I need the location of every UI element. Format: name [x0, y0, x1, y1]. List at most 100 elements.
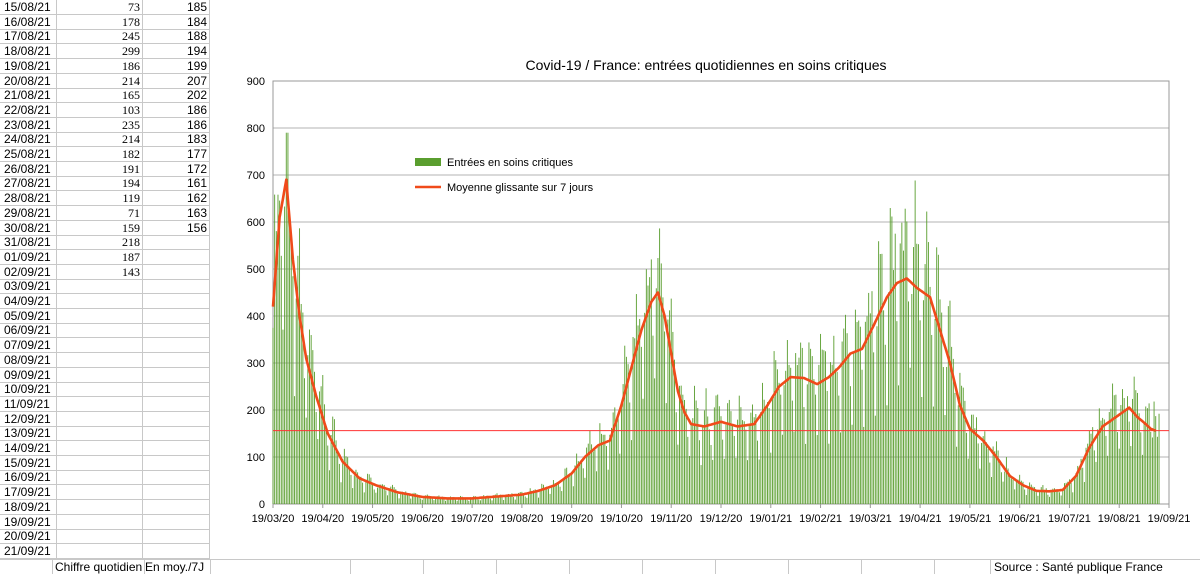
daily-value-cell[interactable]: [57, 441, 143, 456]
date-cell[interactable]: 17/09/21: [0, 485, 57, 501]
date-cell[interactable]: 17/08/21: [0, 29, 57, 45]
daily-value-cell[interactable]: [57, 323, 143, 339]
daily-value-cell[interactable]: [57, 367, 143, 383]
average-value-cell[interactable]: 184: [143, 14, 210, 30]
daily-value-cell[interactable]: [57, 455, 143, 471]
average-value-cell[interactable]: 177: [143, 147, 210, 162]
daily-value-cell[interactable]: [57, 543, 143, 559]
date-cell[interactable]: 18/08/21: [0, 44, 57, 60]
daily-value-cell[interactable]: [57, 514, 143, 530]
date-cell[interactable]: 11/09/21: [0, 396, 57, 412]
average-value-cell[interactable]: [143, 514, 210, 530]
daily-value-cell[interactable]: [57, 411, 143, 427]
daily-value-cell[interactable]: 143: [57, 264, 143, 280]
average-value-cell[interactable]: [143, 279, 210, 295]
daily-value-cell[interactable]: 182: [57, 147, 143, 162]
average-value-cell[interactable]: [143, 382, 210, 398]
date-cell[interactable]: 28/08/21: [0, 191, 57, 207]
average-value-cell[interactable]: [143, 323, 210, 339]
date-cell[interactable]: 19/08/21: [0, 58, 57, 74]
daily-value-cell[interactable]: [57, 308, 143, 324]
daily-value-cell[interactable]: 214: [57, 132, 143, 148]
average-value-cell[interactable]: [143, 352, 210, 368]
footer-empty-cell[interactable]: [497, 560, 570, 574]
date-cell[interactable]: 24/08/21: [0, 132, 57, 148]
average-value-cell[interactable]: [143, 294, 210, 309]
average-value-cell[interactable]: [143, 338, 210, 354]
daily-value-cell[interactable]: 73: [57, 0, 143, 15]
daily-value-cell[interactable]: 245: [57, 29, 143, 45]
footer-empty-cell[interactable]: [643, 560, 716, 574]
daily-value-cell[interactable]: 299: [57, 44, 143, 60]
average-value-cell[interactable]: [143, 529, 210, 545]
footer-empty-cell[interactable]: [0, 560, 53, 574]
daily-value-cell[interactable]: 119: [57, 191, 143, 207]
footer-empty-cell[interactable]: [716, 560, 789, 574]
average-value-cell[interactable]: [143, 249, 210, 265]
average-value-cell[interactable]: [143, 235, 210, 251]
daily-value-cell[interactable]: 214: [57, 73, 143, 89]
average-value-cell[interactable]: 162: [143, 191, 210, 207]
date-cell[interactable]: 07/09/21: [0, 338, 57, 354]
daily-value-cell[interactable]: 159: [57, 220, 143, 236]
average-value-cell[interactable]: [143, 543, 210, 559]
daily-value-cell[interactable]: 191: [57, 161, 143, 177]
date-cell[interactable]: 13/09/21: [0, 426, 57, 442]
date-cell[interactable]: 16/09/21: [0, 470, 57, 486]
date-cell[interactable]: 29/08/21: [0, 205, 57, 221]
date-cell[interactable]: 16/08/21: [0, 14, 57, 30]
average-value-cell[interactable]: 163: [143, 205, 210, 221]
daily-value-cell[interactable]: [57, 470, 143, 486]
date-cell[interactable]: 23/08/21: [0, 117, 57, 133]
daily-value-cell[interactable]: [57, 352, 143, 368]
average-value-cell[interactable]: 207: [143, 73, 210, 89]
daily-value-cell[interactable]: 178: [57, 14, 143, 30]
average-value-cell[interactable]: 186: [143, 102, 210, 118]
daily-value-cell[interactable]: [57, 485, 143, 501]
daily-value-cell[interactable]: 186: [57, 58, 143, 74]
daily-value-cell[interactable]: [57, 382, 143, 398]
footer-empty-cell[interactable]: [424, 560, 497, 574]
daily-value-cell[interactable]: 194: [57, 176, 143, 192]
date-cell[interactable]: 18/09/21: [0, 499, 57, 515]
footer-empty-cell[interactable]: [935, 560, 991, 574]
date-cell[interactable]: 31/08/21: [0, 235, 57, 251]
footer-empty-cell[interactable]: [862, 560, 935, 574]
daily-value-cell[interactable]: 235: [57, 117, 143, 133]
date-cell[interactable]: 15/09/21: [0, 455, 57, 471]
daily-value-cell[interactable]: 218: [57, 235, 143, 251]
date-cell[interactable]: 02/09/21: [0, 264, 57, 280]
daily-value-cell[interactable]: [57, 426, 143, 442]
average-value-cell[interactable]: [143, 411, 210, 427]
average-value-cell[interactable]: 202: [143, 88, 210, 104]
date-cell[interactable]: 20/08/21: [0, 73, 57, 89]
footer-empty-cell[interactable]: [351, 560, 424, 574]
average-value-cell[interactable]: [143, 426, 210, 442]
daily-value-cell[interactable]: 187: [57, 249, 143, 265]
date-cell[interactable]: 21/09/21: [0, 543, 57, 559]
date-cell[interactable]: 05/09/21: [0, 308, 57, 324]
date-cell[interactable]: 14/09/21: [0, 441, 57, 456]
daily-value-cell[interactable]: [57, 294, 143, 309]
average-value-cell[interactable]: 185: [143, 0, 210, 15]
average-value-cell[interactable]: 183: [143, 132, 210, 148]
date-cell[interactable]: 09/09/21: [0, 367, 57, 383]
date-cell[interactable]: 08/09/21: [0, 352, 57, 368]
average-value-cell[interactable]: [143, 499, 210, 515]
average-value-cell[interactable]: [143, 367, 210, 383]
daily-value-cell[interactable]: [57, 279, 143, 295]
daily-column-header[interactable]: Chiffre quotidien: [53, 560, 145, 574]
date-cell[interactable]: 04/09/21: [0, 294, 57, 309]
average-value-cell[interactable]: [143, 264, 210, 280]
daily-value-cell[interactable]: 165: [57, 88, 143, 104]
date-cell[interactable]: 27/08/21: [0, 176, 57, 192]
date-cell[interactable]: 25/08/21: [0, 147, 57, 162]
date-cell[interactable]: 06/09/21: [0, 323, 57, 339]
average-value-cell[interactable]: [143, 485, 210, 501]
date-cell[interactable]: 10/09/21: [0, 382, 57, 398]
average-value-cell[interactable]: 172: [143, 161, 210, 177]
daily-value-cell[interactable]: [57, 499, 143, 515]
footer-empty-cell[interactable]: [570, 560, 643, 574]
average-value-cell[interactable]: 156: [143, 220, 210, 236]
average-value-cell[interactable]: 194: [143, 44, 210, 60]
